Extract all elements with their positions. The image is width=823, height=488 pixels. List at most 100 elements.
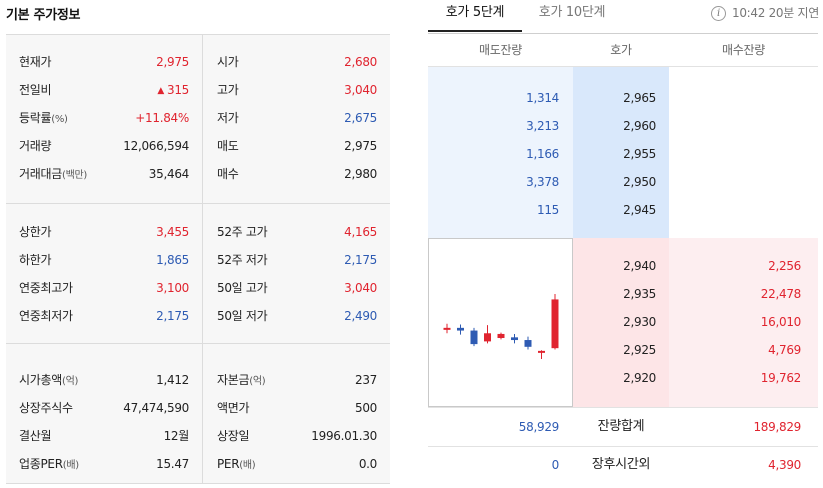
- info-value: 47,474,590: [123, 394, 189, 422]
- info-label: 매도: [217, 132, 239, 160]
- info-value: 3,040: [344, 274, 377, 302]
- ask-price[interactable]: 2,945: [623, 203, 656, 217]
- info-label-text: 연중최저가: [19, 309, 73, 323]
- info-label-unit: (백만): [61, 170, 87, 181]
- info-label-text: 전일비: [19, 83, 52, 97]
- candle-body: [524, 340, 532, 347]
- tab-orderbook-5[interactable]: 호가 5단계: [428, 0, 522, 32]
- bid-price[interactable]: 2,925: [623, 343, 656, 357]
- info-row: 연중최고가 3,100: [19, 274, 189, 302]
- info-row: 하한가 1,865: [19, 246, 189, 274]
- info-row: 50일 저가 2,490: [217, 302, 377, 330]
- bid-price[interactable]: 2,935: [623, 287, 656, 301]
- info-value: 237: [355, 366, 377, 394]
- info-value-text: 3,040: [344, 281, 377, 295]
- info-label-text: 상장일: [217, 429, 250, 443]
- info-label-text: 거래대금: [19, 167, 62, 181]
- bid-volume: 22,478: [760, 287, 802, 301]
- info-label-unit: (억): [61, 376, 79, 387]
- info-value: 12,066,594: [123, 132, 189, 160]
- info-label: 연중최저가: [19, 302, 73, 330]
- info-value-text: +11.84%: [135, 111, 189, 125]
- info-row: 52주 고가 4,165: [217, 218, 377, 246]
- info-row: 매수 2,980: [217, 160, 377, 188]
- info-row: PER(배) 0.0: [217, 450, 377, 478]
- header-price: 호가: [610, 43, 632, 57]
- info-row: 자본금(억) 237: [217, 366, 377, 394]
- info-row: 업종PER(배) 15.47: [19, 450, 189, 478]
- info-label-unit: (억): [249, 376, 266, 387]
- info-value-text: 237: [354, 373, 377, 387]
- bid-volume: 19,762: [760, 371, 802, 385]
- info-label: 저가: [217, 104, 239, 132]
- info-label-text: 52주 고가: [217, 225, 268, 239]
- info-row: 상장일 1996.01.30: [217, 422, 377, 450]
- info-value-text: 15.47: [156, 457, 189, 471]
- info-value-text: 2,980: [344, 167, 377, 181]
- info-label-text: 시가: [217, 55, 239, 69]
- info-label: 연중최고가: [19, 274, 73, 302]
- info-value: 12월: [164, 422, 190, 450]
- basic-price-info-panel: 현재가 2,975 시가 2,680 전일비 ▲ 315 고가 3,040 등락률(%) +11.8…: [6, 34, 390, 484]
- info-label: 52주 저가: [217, 246, 268, 274]
- info-value-text: 4,165: [344, 225, 377, 239]
- info-value: 1996.01.30: [311, 422, 377, 450]
- info-label-text: 상장주식수: [19, 401, 73, 415]
- info-row: 시가총액(억) 1,412: [19, 366, 189, 394]
- info-row: 50일 고가 3,040: [217, 274, 377, 302]
- section-title: 기본 주가정보: [6, 8, 81, 23]
- info-row: 현재가 2,975: [19, 48, 189, 76]
- info-label: 결산월: [19, 422, 52, 450]
- info-value-text: 315: [166, 83, 189, 97]
- info-value-text: 3,455: [156, 225, 189, 239]
- info-row: 고가 3,040: [217, 76, 377, 104]
- info-label-text: 액면가: [217, 401, 250, 415]
- info-row: 상장주식수 47,474,590: [19, 394, 189, 422]
- price-section: 현재가 2,975 시가 2,680 전일비 ▲ 315 고가 3,040 등락률(%) +11.8…: [6, 35, 390, 203]
- info-label: 하한가: [19, 246, 52, 274]
- info-label-text: 시가총액: [19, 373, 62, 387]
- info-label: 시가: [217, 48, 239, 76]
- ask-volume: 3,213: [526, 119, 559, 133]
- ask-price[interactable]: 2,955: [623, 147, 656, 161]
- ask-price[interactable]: 2,965: [623, 91, 656, 105]
- bid-volume: 4,769: [768, 343, 801, 357]
- info-label: 고가: [217, 76, 239, 104]
- info-value-text: 2,975: [156, 55, 189, 69]
- bid-price[interactable]: 2,930: [623, 315, 656, 329]
- info-row: 등락률(%) +11.84%: [19, 104, 189, 132]
- info-value-text: 0.0: [358, 457, 377, 471]
- info-value-text: 35,464: [148, 167, 190, 181]
- info-label: 50일 저가: [217, 302, 268, 330]
- info-label-text: PER: [217, 457, 240, 471]
- info-label-unit: (배): [239, 460, 256, 471]
- intraday-mini-chart: [428, 238, 573, 407]
- ask-price[interactable]: 2,950: [623, 175, 656, 189]
- bid-price[interactable]: 2,940: [623, 259, 656, 273]
- ask-price[interactable]: 2,960: [623, 119, 656, 133]
- info-value-text: 2,975: [344, 139, 377, 153]
- candle-body: [538, 350, 545, 353]
- header-bid-volume: 매수잔량: [722, 43, 765, 57]
- info-value: 0.0: [359, 450, 377, 478]
- info-value: 2,680: [344, 48, 377, 76]
- candle-body: [457, 327, 464, 331]
- info-label-text: 결산월: [19, 429, 52, 443]
- column-divider: [202, 204, 203, 343]
- info-value: 500: [355, 394, 377, 422]
- info-label: 액면가: [217, 394, 250, 422]
- info-value: 1,865: [156, 246, 189, 274]
- tab-orderbook-10[interactable]: 호가 10단계: [538, 5, 606, 20]
- info-value: 35,464: [148, 160, 190, 188]
- info-label-unit: (%): [51, 114, 68, 125]
- info-value: 4,165: [344, 218, 377, 246]
- range-section: 상한가 3,455 52주 고가 4,165 하한가 1,865 52주 저가 2,175 연중…: [6, 203, 390, 343]
- ask-volume: 1,166: [526, 147, 559, 161]
- orderbook-top-border: [428, 33, 818, 34]
- bid-price[interactable]: 2,920: [623, 371, 656, 385]
- info-label: PER(배): [217, 450, 256, 480]
- ask-volume: 1,314: [526, 91, 559, 105]
- info-label: 매수: [217, 160, 239, 188]
- info-value-text: 2,490: [344, 309, 377, 323]
- info-icon[interactable]: i: [710, 6, 726, 21]
